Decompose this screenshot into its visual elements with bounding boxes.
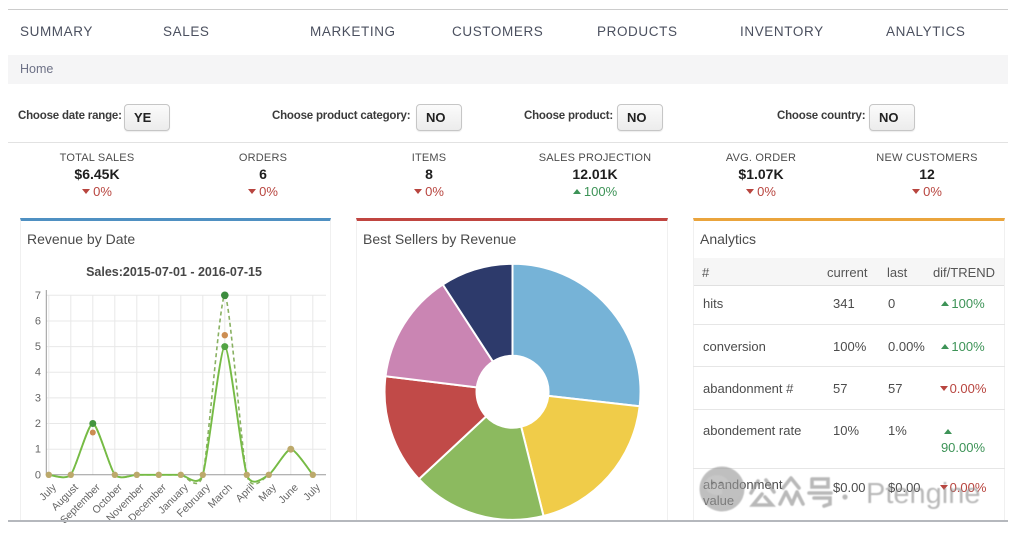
svg-text:March: March — [206, 481, 235, 510]
svg-text:1: 1 — [35, 444, 41, 456]
svg-text:2: 2 — [35, 418, 41, 430]
svg-text:6: 6 — [35, 316, 41, 328]
svg-text:0: 0 — [35, 470, 41, 482]
svg-text:7: 7 — [35, 290, 41, 302]
svg-text:5: 5 — [35, 341, 41, 353]
svg-text:4: 4 — [35, 367, 41, 379]
svg-text:April: April — [234, 482, 257, 505]
svg-text:June: June — [276, 481, 301, 506]
svg-text:Ptengine: Ptengine — [866, 478, 981, 510]
svg-text:May: May — [256, 481, 279, 504]
svg-text:3: 3 — [35, 393, 41, 405]
svg-text:Sales:2015-07-01 - 2016-07-15: Sales:2015-07-01 - 2016-07-15 — [86, 265, 262, 279]
svg-text:July: July — [301, 481, 323, 503]
